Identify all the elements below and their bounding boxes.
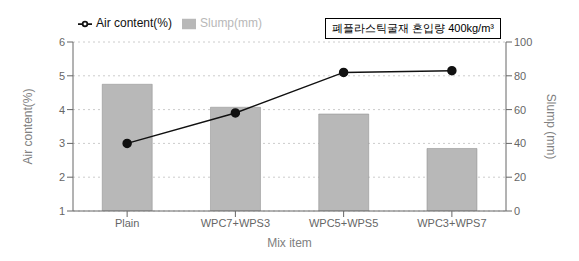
svg-text:6: 6 [59, 36, 65, 48]
svg-text:1: 1 [59, 205, 65, 217]
svg-text:20: 20 [514, 171, 526, 183]
svg-text:100: 100 [514, 36, 532, 48]
svg-text:Plain: Plain [115, 217, 139, 229]
svg-text:Air content(%): Air content(%) [21, 88, 35, 164]
html-text:Slump(mm): Slump(mm) [200, 16, 262, 30]
svg-text:WPC7+WPS3: WPC7+WPS3 [201, 217, 270, 229]
svg-text:5: 5 [59, 70, 65, 82]
svg-text:Slump (mm): Slump (mm) [544, 94, 558, 159]
svg-text:0: 0 [514, 205, 520, 217]
svg-text:40: 40 [514, 137, 526, 149]
svg-text:60: 60 [514, 104, 526, 116]
svg-text:80: 80 [514, 70, 526, 82]
html-text:Air content(%): Air content(%) [96, 16, 172, 30]
svg-text:3: 3 [59, 137, 65, 149]
html-text:폐플라스틱굴재 혼입량 400kg/m³: 폐플라스틱굴재 혼입량 400kg/m³ [332, 22, 494, 34]
svg-text:Mix item: Mix item [267, 236, 312, 250]
svg-text:WPC3+WPS7: WPC3+WPS7 [417, 217, 486, 229]
svg-text:4: 4 [59, 104, 65, 116]
svg-text:2: 2 [59, 171, 65, 183]
svg-text:WPC5+WPS5: WPC5+WPS5 [309, 217, 378, 229]
